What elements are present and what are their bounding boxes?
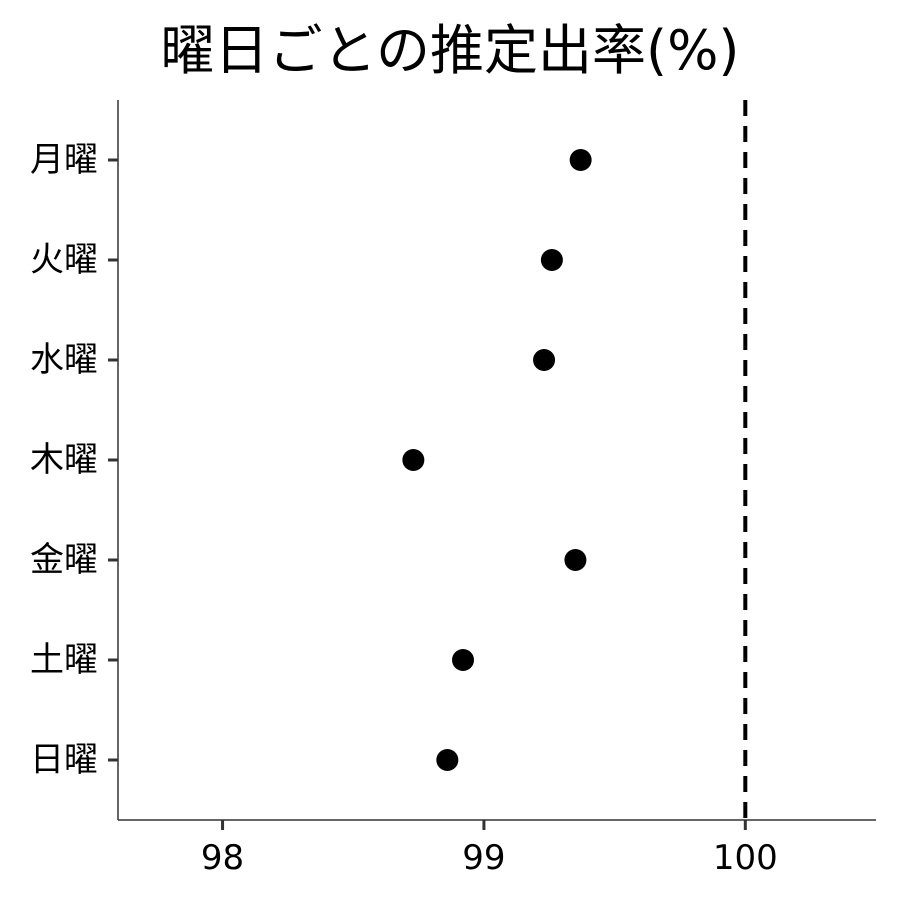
data-point [569, 149, 592, 171]
data-point [564, 549, 587, 571]
data-point [540, 249, 563, 271]
y-tick-label: 木曜 [30, 440, 98, 480]
y-tick-label: 火曜 [30, 240, 98, 280]
axes [108, 100, 876, 830]
y-tick-label: 水曜 [30, 340, 98, 380]
chart-title: 曜日ごとの推定出率(%) [160, 19, 740, 82]
data-point [533, 349, 556, 371]
y-tick-label: 土曜 [30, 640, 98, 680]
y-tick-label: 月曜 [30, 140, 98, 180]
x-tick-labels: 98 99 100 [201, 838, 778, 878]
x-tick-label: 99 [462, 838, 505, 878]
data-point [452, 649, 475, 671]
data-point [402, 449, 425, 471]
y-tick-label: 金曜 [30, 540, 98, 580]
y-tick-label: 日曜 [30, 740, 98, 780]
points-layer [402, 149, 592, 771]
x-tick-label: 100 [713, 838, 778, 878]
data-point [436, 749, 459, 771]
x-tick-label: 98 [201, 838, 244, 878]
